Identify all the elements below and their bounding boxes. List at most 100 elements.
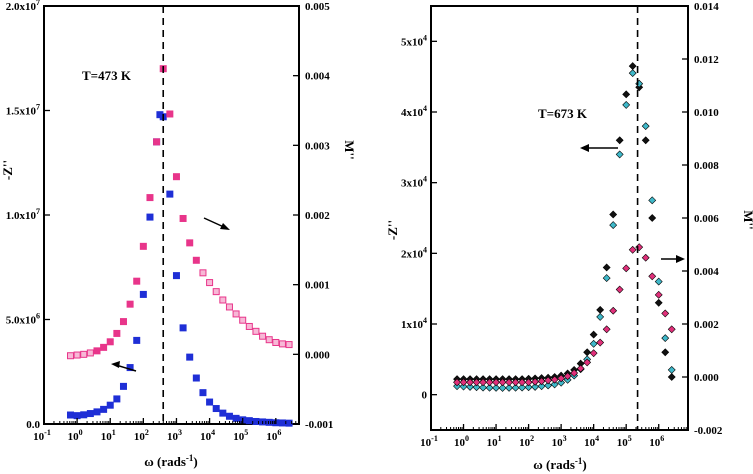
left-series-1-point: [192, 256, 200, 264]
right-series-0-point: [615, 136, 624, 145]
right-series-2-point: [511, 378, 520, 387]
left-chart-panel: 10-1 100 101 102 103 104 105 106 0.0 5.0x106 1.0x1…: [0, 0, 357, 469]
right-series-2-point: [622, 264, 631, 273]
left-series-1-point: [225, 303, 233, 311]
right-series-2-point: [453, 378, 461, 387]
right-x-axis-title: ω (rads-1): [533, 456, 586, 472]
right-chart-panel: 10-1 100 101 102 103 104 105 106 0 1x104 2x104 3x10…: [385, 1, 753, 472]
left-data-markers: [66, 65, 293, 427]
right-series-0-point: [641, 136, 650, 145]
right-series-1-point: [518, 383, 527, 392]
right-x-tick-label: 105: [617, 434, 632, 449]
right-series-2-point: [615, 285, 624, 294]
left-series-1-point: [80, 350, 88, 358]
right-x-tick-label: 101: [487, 434, 502, 449]
right-series-1-point: [628, 69, 637, 78]
left-x-tick-label: 100: [68, 428, 83, 443]
left-left-y-tick-label: 5.0x106: [6, 312, 40, 327]
left-series-1-point: [146, 194, 154, 202]
left-series-1-point: [113, 329, 121, 337]
left-series-0-point: [265, 418, 273, 426]
left-arrow-to-right-axis: [203, 217, 230, 230]
right-series-2-point: [472, 378, 481, 387]
left-series-0-point: [179, 324, 187, 332]
right-series-1-point: [485, 383, 494, 392]
right-series-1-point: [550, 380, 559, 389]
right-series-1-point: [602, 274, 611, 282]
right-series-2-point: [466, 378, 474, 387]
left-x-tick-label: 103: [167, 428, 182, 443]
right-x-tick-label: 100: [454, 434, 469, 449]
right-series-1-point: [589, 339, 598, 348]
right-left-y-tick-label: 3x104: [401, 175, 427, 190]
left-x-tick-label: 10-1: [33, 428, 51, 443]
left-series-1-point: [106, 338, 114, 346]
left-series-1-point: [166, 110, 174, 118]
right-series-0-point: [648, 214, 657, 222]
right-x-tick-label: 102: [519, 434, 534, 449]
right-series-2-point: [648, 272, 657, 281]
left-series-0-point: [93, 408, 101, 416]
right-series-1-point: [511, 383, 520, 392]
right-series-2-point: [537, 377, 546, 386]
right-series-2-point: [485, 378, 494, 387]
left-series-1-point: [172, 173, 180, 181]
right-series-1-point: [479, 383, 487, 392]
right-series-2-point: [661, 309, 670, 318]
left-series-0-point: [86, 410, 94, 418]
left-series-1-point: [265, 336, 273, 344]
right-right-y-tick-label: -0.002: [694, 425, 723, 437]
left-series-0-point: [219, 409, 227, 417]
right-series-2-point: [570, 369, 579, 377]
right-series-2-point: [628, 245, 637, 254]
right-right-axis-title: M'': [741, 210, 753, 230]
right-left-y-tick-label: 5x104: [401, 33, 427, 48]
left-series-1-point: [278, 340, 286, 348]
left-series-0-point: [80, 411, 88, 419]
right-right-y-tick-label: 0.002: [694, 319, 719, 331]
right-series-1-point: [505, 383, 514, 392]
right-right-y-tick-label: 0.004: [694, 266, 719, 278]
right-series-2-point: [524, 378, 533, 387]
right-x-tick-label: 103: [552, 434, 567, 449]
left-series-1-point: [239, 316, 247, 324]
left-y-axis-title: -Z'': [0, 160, 15, 180]
right-series-1-point: [654, 277, 663, 286]
right-arrow-to-left-axis: [580, 144, 618, 152]
right-series-1-point: [609, 221, 618, 229]
right-series-1-point: [524, 383, 533, 392]
left-series-1-point: [285, 341, 293, 349]
right-series-2-point: [596, 338, 605, 347]
left-series-0-point: [225, 412, 233, 420]
right-series-2-point: [589, 349, 598, 358]
left-series-1-point: [186, 239, 194, 247]
right-series-1-point: [615, 150, 624, 159]
right-data-markers: [453, 62, 676, 392]
left-left-y-tick-label: 0.0: [26, 419, 40, 431]
right-series-0-point: [589, 330, 598, 339]
right-series-1-point: [492, 383, 500, 392]
right-series-0-point: [622, 90, 631, 99]
left-annotation-temperature: T=473 K: [82, 68, 132, 83]
right-series-1-point: [648, 196, 657, 205]
right-series-2-point: [518, 378, 527, 387]
right-series-2-point: [667, 325, 676, 334]
right-series-1-point: [531, 382, 540, 391]
left-series-0-point: [192, 374, 200, 382]
right-series-0-point: [609, 210, 618, 219]
left-right-y-tick-label: 0.001: [305, 280, 330, 292]
right-left-y-tick-label: 1x104: [401, 316, 427, 331]
left-series-1-point: [259, 332, 267, 340]
left-series-0-point: [232, 414, 240, 422]
left-right-y-tick-label: 0.004: [305, 71, 330, 83]
left-series-1-point: [232, 310, 240, 318]
left-series-0-point: [119, 382, 127, 390]
left-series-1-point: [66, 352, 74, 360]
right-series-2-point: [498, 378, 507, 387]
left-series-1-point: [126, 300, 134, 308]
right-series-1-point: [472, 383, 481, 392]
right-left-y-tick-label: 4x104: [401, 104, 427, 119]
right-series-2-point: [563, 372, 572, 381]
right-series-1-point: [667, 366, 676, 374]
left-series-1-point: [93, 347, 101, 355]
